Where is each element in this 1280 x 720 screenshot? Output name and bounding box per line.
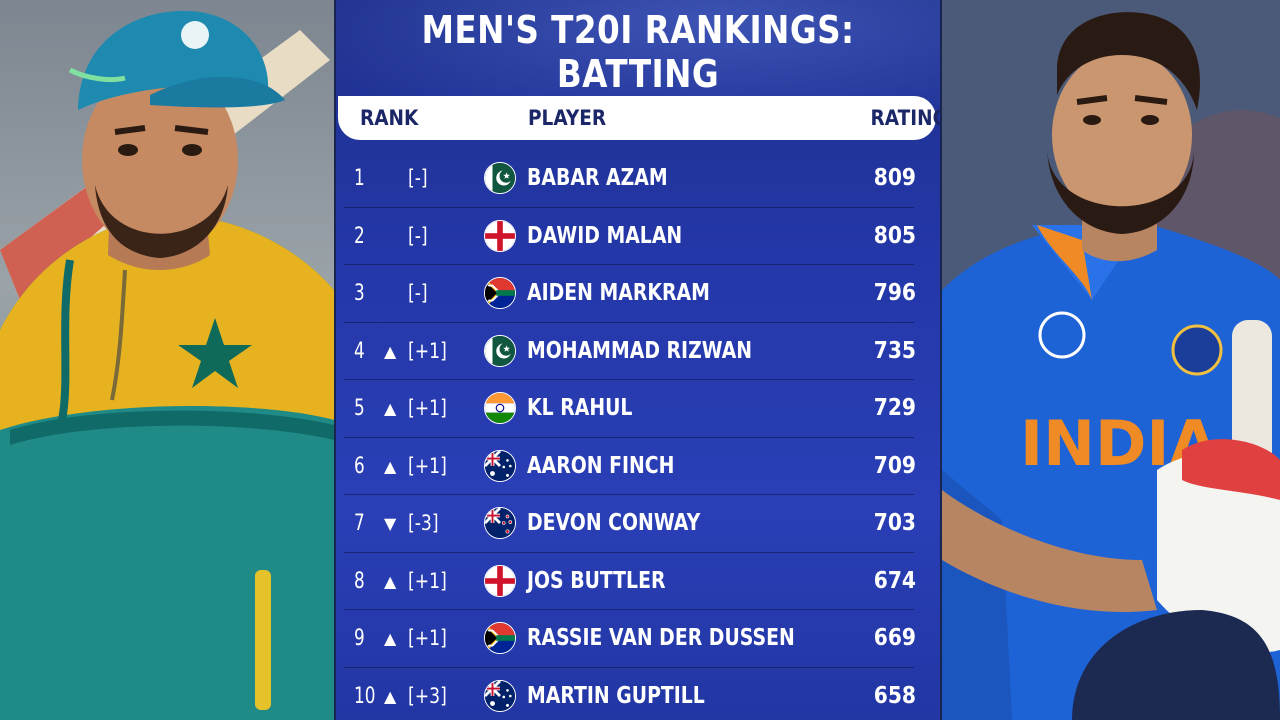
india-player-illustration: INDIA	[942, 0, 1280, 720]
player-rating: 735	[873, 337, 916, 364]
player-name: MOHAMMAD RIZWAN	[527, 337, 753, 364]
rankings-board: MEN'S T20I RANKINGS: BATTING RANK PLAYER…	[336, 0, 940, 720]
rank-movement: [-]	[408, 281, 428, 305]
rank-number: 4	[354, 338, 365, 364]
arrow-down-icon: ▼	[384, 514, 397, 533]
player-rating: 674	[873, 567, 916, 594]
flag-england-icon	[484, 564, 516, 597]
table-row: 8 ▲ [+1] JOS BUTTLER 674	[336, 553, 940, 611]
flag-australia-icon	[484, 449, 516, 482]
page-title: MEN'S T20I RANKINGS: BATTING	[421, 8, 855, 96]
rank-movement: [-3]	[408, 511, 439, 535]
header-rank: RANK	[360, 106, 419, 130]
arrow-up-icon: ▲	[384, 399, 397, 418]
table-row: 7 ▼ [-3] DEVON CONWAY 703	[336, 495, 940, 553]
table-row: 3 [-] AIDEN MARKRAM 796	[336, 265, 940, 323]
player-name: BABAR AZAM	[527, 165, 668, 191]
flag-australia-icon	[484, 679, 516, 712]
arrow-up-icon: ▲	[384, 571, 397, 591]
rank-movement: [+1]	[408, 453, 447, 478]
rank-movement: [-]	[408, 223, 428, 248]
right-player-photo: INDIA	[942, 0, 1280, 720]
table-row: 9 ▲ [+1] RASSIE VAN DER DUSSEN 669	[336, 610, 940, 668]
player-rating: 709	[873, 452, 916, 479]
arrow-up-icon: ▲	[384, 629, 397, 648]
table-row: 1 [-] BABAR AZAM 809	[336, 150, 940, 208]
rank-movement: [+1]	[408, 396, 447, 420]
player-name: RASSIE VAN DER DUSSEN	[527, 625, 795, 651]
flag-south-africa-icon	[484, 277, 516, 309]
player-name: AARON FINCH	[527, 452, 675, 479]
pakistan-player-illustration	[0, 10, 334, 720]
rankings-list: 1 [-] BABAR AZAM 809 2 [-] DAWID MALAN 805 3 [-] A…	[336, 150, 940, 720]
rank-movement: [+1]	[408, 568, 447, 593]
player-rating: 796	[873, 280, 916, 306]
flag-england-icon	[484, 219, 516, 252]
player-name: AIDEN MARKRAM	[527, 280, 710, 306]
player-rating: 669	[873, 625, 916, 651]
flag-pakistan-icon	[484, 334, 516, 367]
player-rating: 805	[873, 222, 916, 249]
player-rating: 729	[873, 395, 916, 421]
player-rating: 809	[873, 165, 916, 191]
rank-movement: [+1]	[408, 338, 447, 363]
rank-number: 10	[354, 683, 376, 709]
rank-movement: [+1]	[408, 626, 447, 650]
player-name: DEVON CONWAY	[527, 510, 701, 536]
player-name: DAWID MALAN	[527, 222, 683, 249]
flag-india-icon	[484, 392, 516, 424]
flag-south-africa-icon	[484, 622, 516, 654]
rank-movement: [-]	[408, 166, 428, 190]
table-header: RANK PLAYER RATING	[338, 96, 940, 140]
arrow-up-icon: ▲	[384, 456, 397, 476]
rank-number: 8	[354, 568, 365, 594]
left-player-photo	[0, 0, 334, 720]
rank-movement: [+3]	[408, 683, 447, 708]
table-row: 2 [-] DAWID MALAN 805	[336, 208, 940, 266]
table-row: 6 ▲ [+1] AARON FINCH 709	[336, 438, 940, 496]
flag-new-zealand-icon	[484, 507, 516, 539]
flag-pakistan-icon	[484, 162, 516, 194]
table-row: 4 ▲ [+1] MOHAMMAD RIZWAN 735	[336, 323, 940, 381]
player-name: MARTIN GUPTILL	[527, 682, 705, 709]
player-rating: 658	[873, 682, 916, 709]
rank-number: 9	[354, 626, 365, 651]
player-name: KL RAHUL	[527, 395, 633, 421]
table-row: 10 ▲ [+3] MARTIN GUPTILL 658	[336, 668, 940, 720]
player-rating: 703	[873, 510, 916, 536]
table-row: 5 ▲ [+1] KL RAHUL 729	[336, 380, 940, 438]
header-player: PLAYER	[528, 106, 607, 130]
player-name: JOS BUTTLER	[527, 567, 666, 594]
rank-number: 5	[354, 396, 365, 421]
arrow-up-icon: ▲	[384, 686, 397, 706]
rank-number: 2	[354, 223, 365, 249]
rank-number: 7	[354, 511, 365, 536]
rank-number: 6	[354, 453, 365, 479]
header-rating: RATING	[870, 106, 940, 130]
arrow-up-icon: ▲	[384, 341, 397, 361]
rank-number: 3	[354, 281, 365, 306]
rank-number: 1	[354, 166, 365, 191]
